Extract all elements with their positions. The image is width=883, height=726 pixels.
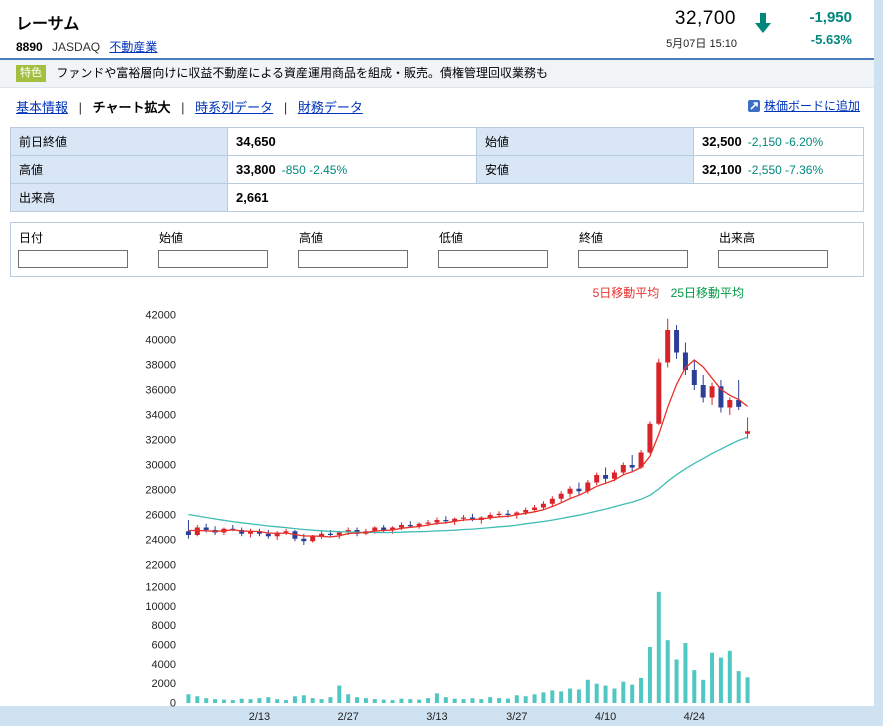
svg-text:0: 0 [170,698,176,710]
svg-text:42000: 42000 [145,310,176,322]
nav-separator: | [181,100,185,115]
svg-text:36000: 36000 [145,385,176,397]
nav-basic-info[interactable]: 基本情報 [16,100,69,115]
svg-text:6000: 6000 [152,640,176,652]
ohlc-input-panel: 日付 始値 高値 低値 終値 出来高 [10,222,864,277]
stock-code: 8890 [16,40,43,54]
header: レーサム 8890 JASDAQ 不動産業 32,700 5月07日 15:10… [0,0,874,60]
market-name: JASDAQ [52,40,101,54]
chart-area: 22000 24000 26000 28000 30000 32000 34000 36000… [112,301,874,726]
svg-text:8000: 8000 [152,620,176,632]
prev-close-label: 前日終値 [10,127,228,156]
price-datetime: 5月07日 15:10 [666,38,737,50]
high-label: 高値 [10,155,228,184]
close-column-header: 終値 [579,231,604,245]
svg-text:24000: 24000 [145,535,176,547]
svg-text:34000: 34000 [145,410,176,422]
price-change: -1,950 [809,9,852,26]
svg-text:30000: 30000 [145,460,176,472]
volume-label: 出来高 [10,183,228,212]
feature-row: 特色 ファンドや富裕層向けに収益不動産による資産運用商品を組成・販売。債権管理回… [0,60,874,88]
svg-text:38000: 38000 [145,360,176,372]
feature-text: ファンドや富裕層向けに収益不動産による資産運用商品を組成・販売。債権管理回収業務… [56,66,548,80]
table-row: 高値 33,800 -850 -2.45% 安値 32,100 -2,550 -7.… [10,155,864,184]
company-name: レーサム [16,16,80,33]
nav-financial-data[interactable]: 財務データ [297,100,363,115]
close-input[interactable] [578,250,688,268]
volume-input[interactable] [718,250,828,268]
high-column-header: 高値 [299,231,324,245]
legend-ma25: 25日移動平均 [670,286,744,300]
svg-text:26000: 26000 [145,510,176,522]
price-summary-table: 前日終値 34,650 始値 32,500 -2,150 -6.20% 高値 33… [10,127,864,212]
svg-text:28000: 28000 [145,485,176,497]
date-input[interactable] [18,250,128,268]
open-input[interactable] [158,250,268,268]
svg-text:4/10: 4/10 [595,711,616,721]
nav-chart-expand[interactable]: チャート拡大 [92,100,171,115]
table-row: 前日終値 34,650 始値 32,500 -2,150 -6.20% [10,127,864,156]
svg-text:4000: 4000 [152,659,176,671]
date-column-header: 日付 [19,231,44,245]
svg-text:4/24: 4/24 [684,711,705,721]
volume-column-header: 出来高 [719,231,756,245]
price-change-percent: -5.63% [810,32,852,47]
svg-text:2/13: 2/13 [249,711,270,721]
svg-text:32000: 32000 [145,435,176,447]
prev-close-value: 34,650 [227,127,477,156]
svg-text:12000: 12000 [145,582,176,594]
stock-meta: 8890 JASDAQ 不動産業 [16,38,157,55]
low-label: 安値 [476,155,694,184]
svg-text:22000: 22000 [145,560,176,572]
current-price: 32,700 [674,8,736,29]
table-row: 出来高 2,661 [10,183,864,212]
open-label: 始値 [476,127,694,156]
svg-text:2000: 2000 [152,678,176,690]
stock-chart: 22000 24000 26000 28000 30000 32000 34000 36000… [145,310,751,723]
add-board-icon [747,100,760,112]
chart-legend: 5日移動平均 25日移動平均 [0,277,874,301]
low-input[interactable] [438,250,548,268]
open-column-header: 始値 [159,231,184,245]
high-input[interactable] [298,250,408,268]
industry-link[interactable]: 不動産業 [109,40,158,54]
nav-separator: | [283,100,288,115]
add-to-board-link[interactable]: 株価ボードに追加 [747,97,860,114]
svg-text:2/27: 2/27 [337,711,358,721]
nav-time-series[interactable]: 時系列データ [195,100,274,115]
nav-separator: | [78,100,83,115]
svg-text:3/27: 3/27 [506,711,527,721]
open-value: 32,500 -2,150 -6.20% [693,127,864,156]
svg-text:10000: 10000 [145,601,176,613]
feature-badge: 特色 [16,65,46,82]
nav-row: 基本情報 | チャート拡大 | 時系列データ | 財務データ 株価ボードに追加 [0,88,874,123]
volume-value: 2,661 [227,183,864,212]
low-column-header: 低値 [439,231,464,245]
svg-text:3/13: 3/13 [426,711,447,721]
down-arrow-icon [752,12,774,39]
svg-text:40000: 40000 [145,335,176,347]
high-value: 33,800 -850 -2.45% [227,155,477,184]
low-value: 32,100 -2,550 -7.36% [693,155,864,184]
legend-ma5: 5日移動平均 [592,286,660,300]
